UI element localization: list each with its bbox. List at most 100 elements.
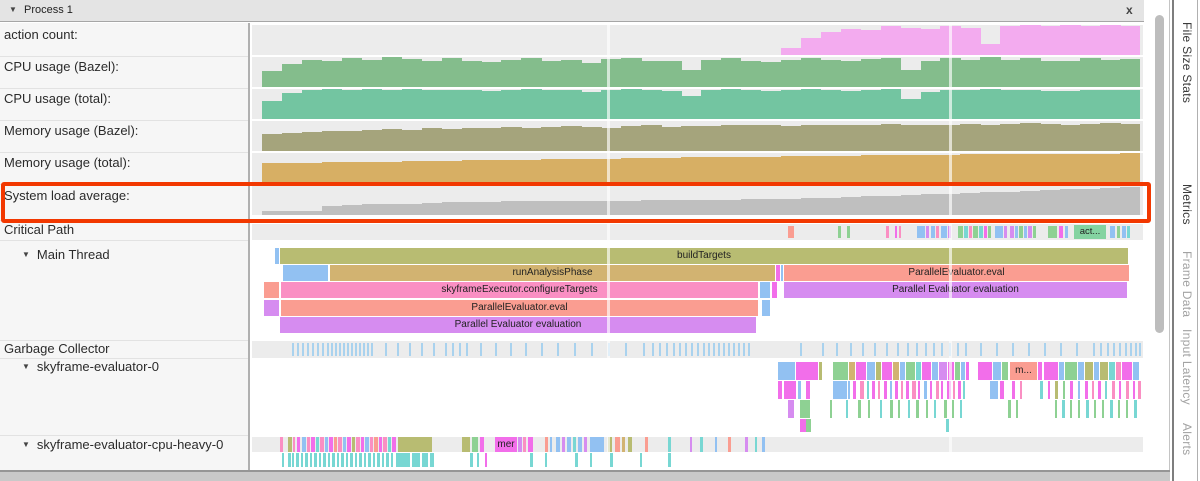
gc-slice[interactable] [1107, 343, 1109, 356]
skyframe-evaluator-0-slice[interactable] [1112, 381, 1115, 399]
gc-slice[interactable] [525, 343, 527, 356]
skyframe-evaluator-0-slice[interactable] [916, 400, 919, 418]
skyframe-evaluator-0-slice[interactable] [1040, 381, 1043, 399]
skyframe-evaluator-cpu-heavy-0-slice[interactable] [359, 453, 362, 467]
skyframe-evaluator-0-slice[interactable] [778, 362, 795, 380]
skyframe-evaluator-cpu-heavy-0-slice[interactable] [477, 453, 479, 467]
skyframe-evaluator-0-slice[interactable] [1094, 362, 1099, 380]
critical-path-slice[interactable] [995, 226, 1003, 238]
skyframe-evaluator-0-slice[interactable] [1062, 400, 1065, 418]
skyframe-evaluator-0-slice[interactable] [946, 419, 949, 432]
gc-slice[interactable] [697, 343, 699, 356]
skyframe-evaluator-cpu-heavy-0-slice[interactable] [550, 437, 552, 452]
critical-path-badge[interactable]: act... [1074, 225, 1106, 239]
gc-slice[interactable] [862, 343, 864, 356]
skyframe-evaluator-cpu-heavy-0-slice[interactable] [745, 437, 748, 452]
skyframe-evaluator-cpu-heavy-0-slice[interactable] [292, 453, 294, 467]
skyframe-evaluator-0-slice[interactable] [932, 362, 938, 380]
skyframe-evaluator-cpu-heavy-0-slice[interactable] [545, 453, 547, 467]
skyframe-evaluator-0-slice[interactable] [1110, 400, 1113, 418]
critical-path-slice[interactable] [1122, 226, 1126, 238]
tab-file-size-stats[interactable]: File Size Stats [1180, 22, 1194, 104]
skyframe-evaluator-0-slice[interactable] [800, 400, 810, 418]
critical-path-slice[interactable] [1048, 226, 1057, 238]
gc-slice[interactable] [466, 343, 468, 356]
skyframe-evaluator-0-slice[interactable] [890, 400, 893, 418]
skyframe-evaluator-cpu-heavy-0-slice[interactable] [356, 437, 360, 452]
gc-slice[interactable] [347, 343, 349, 356]
skyframe-evaluator-0-slice[interactable] [867, 381, 869, 399]
skyframe-evaluator-0-slice[interactable] [990, 381, 998, 399]
skyframe-evaluator-0-slice[interactable] [784, 381, 796, 399]
gc-slice[interactable] [351, 343, 353, 356]
skyframe-evaluator-0-slice[interactable] [882, 362, 892, 380]
skyframe-evaluator-0-slice[interactable] [798, 381, 801, 399]
skyframe-evaluator-0-slice[interactable] [916, 362, 921, 380]
main-thread-slice[interactable] [283, 265, 328, 281]
skyframe-evaluator-0-slice[interactable] [1133, 362, 1139, 380]
skyframe-evaluator-0-slice[interactable] [1000, 381, 1004, 399]
gc-slice[interactable] [1135, 343, 1137, 356]
skyframe-evaluator-cpu-heavy-0-slice[interactable] [365, 437, 369, 452]
skyframe-evaluator-0-slice[interactable] [1012, 381, 1015, 399]
skyframe-evaluator-0-slice[interactable] [833, 381, 847, 399]
skyframe-evaluator-0-slice[interactable] [993, 362, 1001, 380]
gc-slice[interactable] [652, 343, 654, 356]
gc-slice[interactable] [371, 343, 373, 356]
gc-slice[interactable] [659, 343, 661, 356]
skyframe-evaluator-cpu-heavy-0-slice[interactable] [282, 453, 284, 467]
skyframe-evaluator-cpu-heavy-0-slice[interactable] [610, 453, 613, 467]
gc-slice[interactable] [897, 343, 899, 356]
skyframe-evaluator-cpu-heavy-0-slice[interactable] [368, 453, 371, 467]
collapse-arrow-icon[interactable]: ▼ [9, 5, 17, 14]
gc-slice[interactable] [445, 343, 447, 356]
gc-slice[interactable] [1125, 343, 1127, 356]
skyframe-evaluator-0-slice[interactable] [1002, 362, 1008, 380]
skyframe-evaluator-cpu-heavy-0-slice[interactable] [325, 437, 328, 452]
skyframe-evaluator-cpu-heavy-0-slice[interactable] [328, 453, 330, 467]
skyframe-evaluator-cpu-heavy-0-slice[interactable] [388, 437, 391, 452]
skyframe-evaluator-0-slice[interactable] [1119, 381, 1121, 399]
skyframe-evaluator-cpu-heavy-0-slice[interactable] [700, 437, 703, 452]
critical-path-slice[interactable] [1065, 226, 1068, 238]
skyframe-evaluator-cpu-heavy-0-slice[interactable] [590, 453, 592, 467]
skyframe-evaluator-cpu-heavy-0-slice[interactable] [386, 453, 389, 467]
gc-slice[interactable] [957, 343, 959, 356]
skyframe-evaluator-cpu-heavy-0-slice[interactable] [472, 437, 478, 452]
skyframe-evaluator-0-slice[interactable] [936, 381, 939, 399]
skyframe-evaluator-0-slice[interactable] [819, 362, 822, 380]
skyframe-evaluator-cpu-heavy-0-slice[interactable] [364, 453, 366, 467]
skyframe-evaluator-cpu-heavy-0-slice[interactable] [430, 453, 434, 467]
gc-slice[interactable] [409, 343, 411, 356]
skyframe-evaluator-cpu-heavy-0-slice[interactable] [398, 437, 432, 452]
skyframe-evaluator-cpu-heavy-0-slice[interactable] [355, 453, 357, 467]
skyframe-evaluator-0-slice[interactable] [848, 381, 850, 399]
skyframe-evaluator-0-slice[interactable] [1055, 381, 1058, 399]
skyframe-evaluator-0-slice[interactable] [1085, 362, 1093, 380]
skyframe-evaluator-0-slice[interactable] [1065, 362, 1077, 380]
skyframe-evaluator-cpu-heavy-0-slice[interactable] [392, 437, 396, 452]
critical-path-slice[interactable] [988, 226, 991, 238]
gc-slice[interactable] [643, 343, 645, 356]
critical-path-slice[interactable] [838, 226, 841, 238]
gc-slice[interactable] [1028, 343, 1030, 356]
skyframe-evaluator-0-slice[interactable] [1063, 381, 1065, 399]
skyframe-evaluator-0-slice[interactable] [1105, 381, 1107, 399]
skyframe-evaluator-cpu-heavy-0-slice[interactable] [391, 453, 393, 467]
skyframe-evaluator-0-slice[interactable] [846, 400, 848, 418]
vertical-scrollbar[interactable] [1155, 15, 1164, 333]
gc-slice[interactable] [307, 343, 309, 356]
gc-slice[interactable] [433, 343, 435, 356]
skyframe-evaluator-0-slice[interactable] [872, 381, 875, 399]
skyframe-evaluator-cpu-heavy-0-slice[interactable] [334, 437, 337, 452]
skyframe-evaluator-cpu-heavy-0-slice[interactable] [690, 437, 692, 452]
skyframe-evaluator-cpu-heavy-0-slice[interactable] [338, 437, 342, 452]
skyframe-evaluator-cpu-heavy-0-slice[interactable] [608, 437, 612, 452]
skyframe-evaluator-0-slice[interactable] [1078, 381, 1080, 399]
collapse-arrow-icon[interactable]: ▼ [22, 440, 30, 449]
skyframe-evaluator-cpu-heavy-0-slice[interactable] [412, 453, 420, 467]
critical-path-slice[interactable] [886, 226, 889, 238]
skyframe-evaluator-cpu-heavy-0-slice[interactable] [288, 453, 291, 467]
gc-slice[interactable] [1093, 343, 1095, 356]
skyframe-evaluator-0-slice[interactable] [953, 381, 955, 399]
